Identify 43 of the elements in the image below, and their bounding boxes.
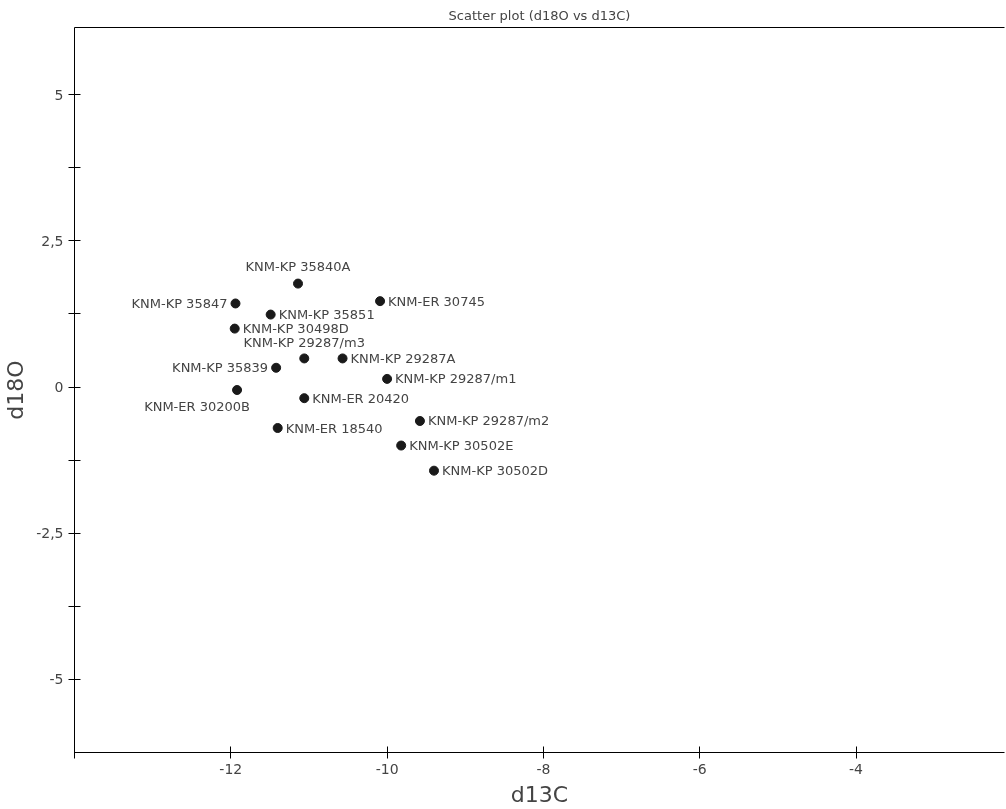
point: [337, 353, 348, 364]
point: [375, 296, 386, 307]
annotation: KNM-KP 35839: [172, 360, 269, 376]
x-tick-label: -12: [219, 760, 243, 777]
chart-title: Scatter plot (d18O vs d13C): [448, 7, 631, 23]
annotation: KNM-ER 30745: [388, 293, 485, 309]
point: [230, 298, 241, 309]
x-tick-label: -10: [375, 760, 399, 777]
annotation: KNM-ER 20420: [312, 390, 410, 406]
y-tick-label: 0: [54, 379, 64, 396]
point: [429, 465, 439, 476]
annotation: KNM-KP 29287A: [350, 350, 456, 366]
point: [272, 423, 283, 433]
y-axis-title: d18O: [3, 360, 29, 420]
point: [229, 323, 240, 334]
x-axis-title: d13C: [510, 781, 569, 807]
annotation: KNM-KP 29287/m2: [427, 413, 550, 429]
point: [299, 353, 310, 364]
annotation: KNM-KP 29287/m3: [243, 335, 365, 351]
point: [414, 416, 425, 426]
point: [293, 278, 304, 289]
point: [299, 393, 310, 404]
y-tick-label: 2,5: [41, 232, 64, 249]
annotation: KNM-KP 29287/m1: [395, 371, 517, 387]
x-tick-label: -4: [849, 760, 864, 777]
annotation: KNM-ER 18540: [285, 420, 383, 436]
y-tick-label: -5: [49, 671, 64, 688]
point: [271, 362, 282, 373]
annotation: KNM-KP 35840A: [245, 258, 351, 274]
annotation: KNM-KP 30498D: [242, 321, 349, 337]
annotation: KNM-KP 35847: [131, 295, 228, 311]
y-tick-label: -2,5: [36, 525, 64, 542]
annotation: KNM-KP 30502E: [409, 438, 514, 454]
x-tick-label: -8: [536, 760, 551, 777]
annotation: KNM-ER 30200B: [144, 399, 250, 414]
annotation: KNM-KP 30502D: [442, 463, 549, 479]
point: [232, 385, 243, 395]
y-tick-label: 5: [54, 86, 64, 103]
point: [265, 309, 276, 320]
x-tick-label: -6: [692, 760, 707, 777]
point: [382, 373, 393, 384]
annotation: KNM-KP 35851: [278, 307, 375, 323]
point: [396, 440, 407, 451]
